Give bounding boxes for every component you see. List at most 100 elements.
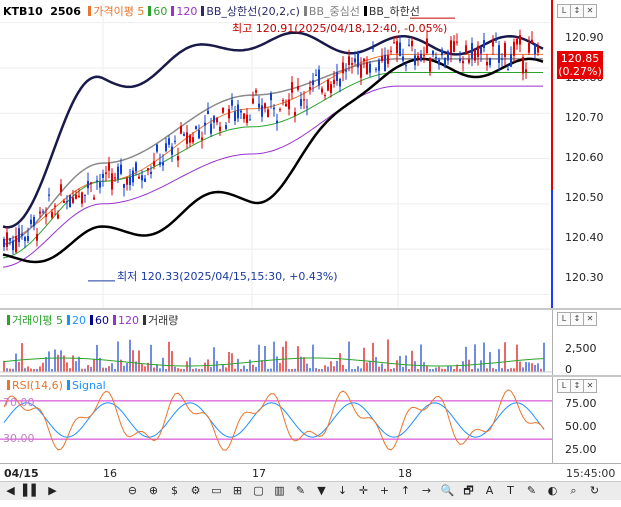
candle-body — [135, 162, 137, 172]
candle-body — [342, 62, 344, 74]
toolbar-button[interactable]: ⚙ — [190, 484, 201, 497]
toolbar-button[interactable]: ⊕ — [148, 484, 159, 497]
legend-item[interactable]: 60 — [89, 314, 109, 327]
legend-label: 거래이평 5 — [12, 314, 63, 327]
candle-body — [387, 55, 389, 64]
toolbar-button[interactable]: → — [421, 484, 432, 497]
candle-body — [294, 112, 296, 116]
volume-axis-close-button[interactable]: ✕ — [583, 312, 597, 326]
axis-tick-label: 120.90 — [565, 31, 604, 44]
legend-item[interactable]: 20 — [66, 314, 86, 327]
toolbar-button[interactable]: ▶ — [48, 484, 57, 497]
toolbar-button[interactable]: ▭ — [211, 484, 222, 497]
toolbar-button[interactable]: ↑ — [400, 484, 411, 497]
toolbar-button[interactable]: T — [507, 484, 514, 497]
toolbar-button[interactable]: ⊞ — [232, 484, 243, 497]
legend-item[interactable]: BB_중심선 — [303, 5, 360, 18]
toolbar-button[interactable]: ✛ — [358, 484, 369, 497]
legend-item[interactable]: RSI(14,6) — [7, 379, 63, 392]
candle-body — [198, 130, 200, 139]
legend-item[interactable]: 120 — [171, 5, 197, 18]
price-axis-scale-button[interactable]: ↕ — [570, 4, 584, 18]
candle-body — [207, 110, 209, 115]
legend-item[interactable]: 120 — [112, 314, 139, 327]
legend-item[interactable]: 가격이평 5 — [88, 5, 144, 18]
candle-body — [93, 197, 95, 200]
candle-body — [75, 194, 77, 199]
volume-axis-scale-button[interactable]: ↕ — [570, 312, 584, 326]
toolbar-button[interactable]: ▌▌ — [23, 484, 40, 497]
price-chart-panel[interactable]: KTB10 2506 가격이평 5 60 120 BB_상한선(20,2,c) BB_중… — [0, 0, 552, 308]
price-axis-close-button[interactable]: ✕ — [583, 4, 597, 18]
rsi-axis-scale-button[interactable]: ↕ — [570, 379, 584, 393]
axis-tick-label: 0 — [565, 363, 572, 376]
legend-item[interactable]: 60 — [148, 5, 167, 18]
volume-chart[interactable] — [0, 310, 552, 375]
volume-axis-log-button[interactable]: L — [557, 312, 571, 326]
candle-body — [492, 40, 494, 47]
candle-body — [345, 70, 347, 72]
price-chart[interactable] — [0, 0, 552, 308]
toolbar-button[interactable]: ⊖ — [127, 484, 138, 497]
toolbar-button[interactable]: ✎ — [526, 484, 537, 497]
toolbar-button[interactable]: ◀ — [6, 484, 15, 497]
candle-body — [351, 63, 353, 65]
candle-body — [228, 109, 230, 119]
candle-body — [510, 54, 512, 67]
candle-body — [447, 51, 449, 61]
candle-body — [153, 161, 155, 166]
candle-body — [111, 173, 113, 190]
toolbar-button[interactable]: ↓ — [337, 484, 348, 497]
candle-body — [432, 50, 434, 55]
candle-body — [123, 183, 125, 188]
legend-item[interactable]: 거래이평 5 — [7, 314, 63, 327]
panel-divider[interactable] — [0, 308, 621, 310]
legend-item[interactable]: 거래량 — [142, 314, 178, 327]
candle-body — [378, 60, 380, 71]
candle-body — [240, 110, 242, 113]
volume-panel[interactable]: 거래이평 5 20 60 120 거래량 — [0, 310, 552, 375]
toolbar-button[interactable]: ▢ — [253, 484, 264, 497]
toolbar-button[interactable]: ⌕ — [570, 484, 577, 497]
candle-body — [534, 44, 536, 54]
candle-body — [84, 194, 86, 196]
price-axis[interactable]: 120.90120.80120.70120.60120.50120.40120.… — [551, 0, 621, 308]
candle-body — [48, 194, 50, 196]
toolbar-button[interactable]: A — [485, 484, 494, 497]
toolbar-button[interactable]: + — [379, 484, 390, 497]
candle-body — [27, 236, 29, 241]
symbol-label: KTB10 — [3, 5, 43, 18]
rsi-chart[interactable] — [0, 377, 552, 463]
legend-item[interactable]: Signal — [66, 379, 106, 392]
price-axis-log-button[interactable]: L — [557, 4, 571, 18]
candle-body — [273, 107, 275, 110]
toolbar-button[interactable]: $ — [171, 484, 178, 497]
candle-body — [39, 211, 41, 214]
toolbar-button[interactable]: ◐ — [547, 484, 558, 497]
legend-swatch — [303, 6, 307, 16]
rsi-legend: RSI(14,6) Signal — [3, 379, 106, 392]
candle-body — [303, 99, 305, 101]
panel-divider[interactable] — [0, 375, 621, 377]
toolbar-button[interactable]: ▼ — [317, 484, 326, 497]
legend-item[interactable]: BB_하한선 — [363, 5, 420, 18]
rsi-axis[interactable]: 75.00 50.00 25.00 L ↕ ✕ — [552, 377, 621, 463]
candle-body — [426, 38, 428, 54]
toolbar-button[interactable]: ▥ — [274, 484, 285, 497]
candle-body — [117, 166, 119, 179]
toolbar-button[interactable]: ↻ — [589, 484, 600, 497]
rsi-panel[interactable]: RSI(14,6) Signal 70.00 30.00 — [0, 377, 552, 463]
legend-swatch — [363, 6, 367, 16]
toolbar-button[interactable]: 🔍 — [440, 484, 455, 497]
candle-body — [189, 135, 191, 143]
toolbar-button[interactable]: 🗗 — [463, 484, 474, 497]
volume-axis[interactable]: 2,500 0 L ↕ ✕ — [552, 310, 621, 376]
candle-body — [309, 87, 311, 90]
rsi-axis-log-button[interactable]: L — [557, 379, 571, 393]
toolbar-button[interactable]: ✎ — [295, 484, 306, 497]
current-price-box: 120.85 (0.27%) — [557, 51, 603, 79]
legend-item[interactable]: BB_상한선(20,2,c) — [201, 5, 300, 18]
legend-swatch — [7, 380, 10, 390]
candle-body — [78, 195, 80, 197]
rsi-axis-close-button[interactable]: ✕ — [583, 379, 597, 393]
